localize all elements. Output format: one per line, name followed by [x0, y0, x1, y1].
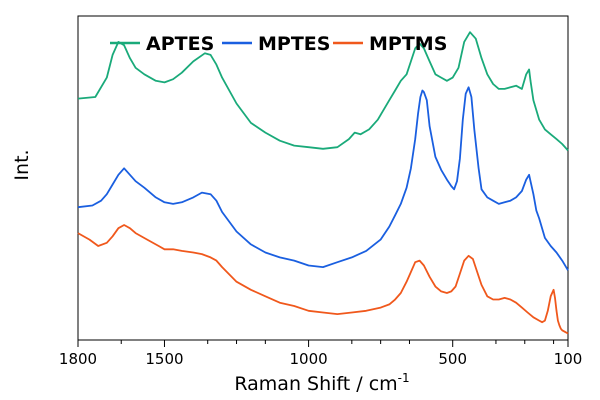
series-layer — [77, 31, 569, 335]
legend-label-mptes: MPTES — [258, 33, 330, 55]
x-axis: 1800 1500 1000 500 100 — [59, 340, 582, 368]
legend-item-mptes: MPTES — [222, 33, 330, 55]
legend-item-mptms: MPTMS — [333, 33, 447, 55]
series-line-aptes — [77, 31, 569, 152]
x-tick-label: 500 — [438, 350, 467, 368]
y-axis-title: Int. — [11, 149, 33, 180]
plot-area — [77, 15, 569, 341]
x-tick-label: 1000 — [289, 350, 327, 368]
x-tick-label: 100 — [554, 350, 583, 368]
legend-item-aptes: APTES — [110, 33, 214, 55]
x-tick-label: 1500 — [145, 350, 183, 368]
x-axis-title: Raman Shift / cm-1 — [234, 371, 409, 395]
plot-frame — [77, 15, 569, 341]
legend: APTES MPTES MPTMS — [110, 33, 447, 55]
series-line-mptms — [77, 224, 569, 335]
legend-label-aptes: APTES — [146, 33, 214, 55]
legend-label-mptms: MPTMS — [369, 33, 447, 55]
series-line-mptes — [77, 86, 569, 271]
x-tick-label: 1800 — [59, 350, 97, 368]
